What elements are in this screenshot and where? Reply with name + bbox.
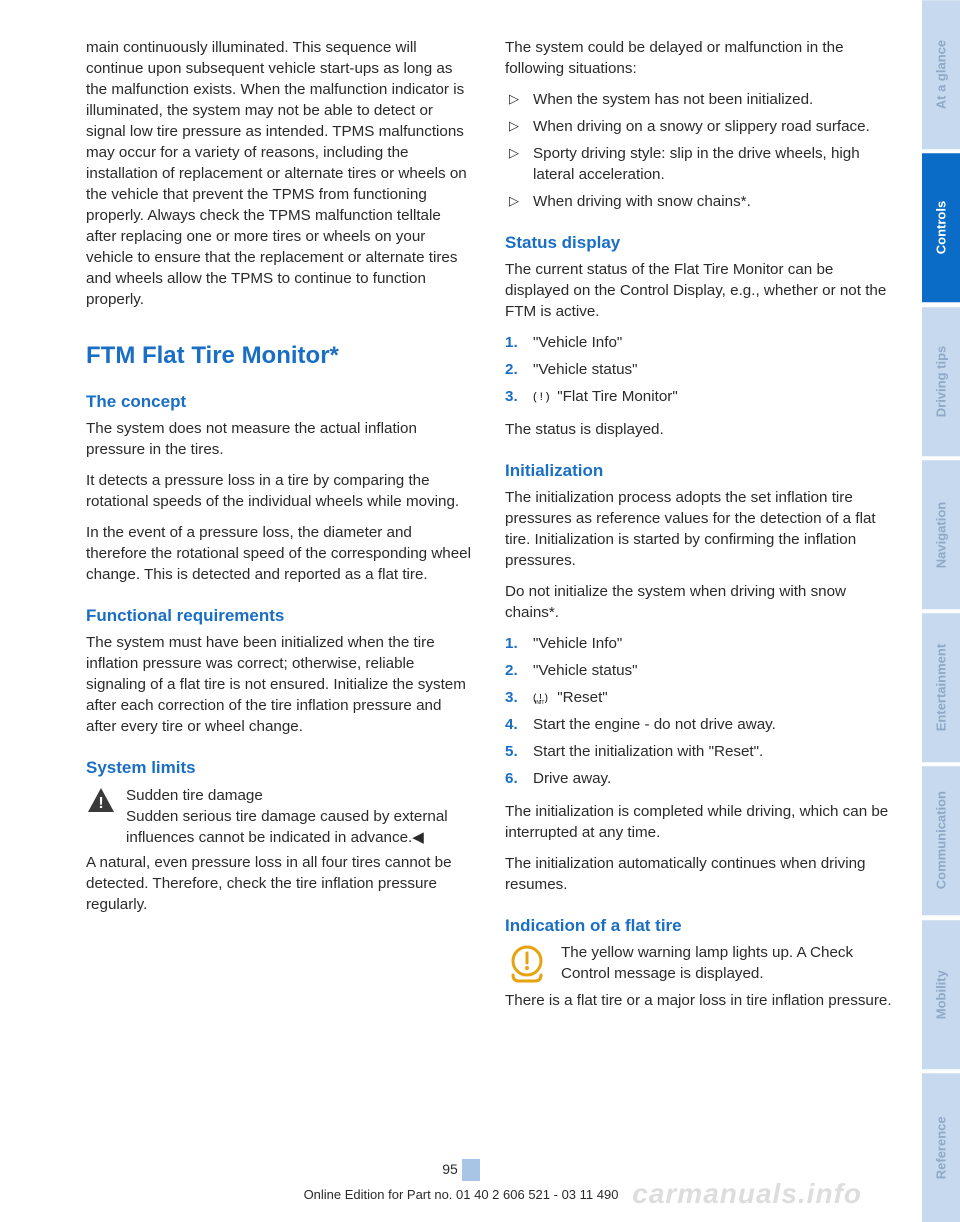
subheading-concept: The concept xyxy=(86,390,473,413)
subheading-status: Status display xyxy=(505,231,892,254)
list-item: When driving on a snowy or slippery road… xyxy=(505,117,892,138)
warning-triangle-icon: ! xyxy=(86,786,116,814)
func-req-p: The system must have been initialized wh… xyxy=(86,633,473,738)
init-after1: The initialization is completed while dr… xyxy=(505,802,892,844)
page-number-bar xyxy=(462,1159,480,1181)
tab-navigation[interactable]: Navigation xyxy=(922,460,960,609)
init-steps: 1."Vehicle Info" 2."Vehicle status" 3. (… xyxy=(505,634,892,790)
list-item: 1."Vehicle Info" xyxy=(505,634,892,655)
intro-paragraph: main continuously illuminated. This sequ… xyxy=(86,38,473,311)
page-content: main continuously illuminated. This sequ… xyxy=(0,0,922,1222)
tab-at-a-glance[interactable]: At a glance xyxy=(922,0,960,149)
concept-p1: The system does not measure the actual i… xyxy=(86,419,473,461)
limits-p2: A natural, even pressure loss in all fou… xyxy=(86,853,473,916)
page-footer: 95 Online Edition for Part no. 01 40 2 6… xyxy=(0,1159,922,1202)
subheading-init: Initialization xyxy=(505,459,892,482)
subheading-limits: System limits xyxy=(86,756,473,779)
situations-list: When the system has not been initialized… xyxy=(505,90,892,213)
flat-tire-warning-icon xyxy=(505,943,549,983)
indication-p2: There is a flat tire or a major loss in … xyxy=(505,991,892,1012)
init-p1: The initialization process adopts the se… xyxy=(505,488,892,572)
indication-text: The yellow warning lamp lights up. A Che… xyxy=(561,943,892,985)
svg-text:( ! ): ( ! ) xyxy=(533,391,549,403)
subheading-func-req: Functional requirements xyxy=(86,604,473,627)
tab-mobility[interactable]: Mobility xyxy=(922,920,960,1069)
tab-controls[interactable]: Controls xyxy=(922,153,960,302)
list-item: 3. ( ! )INIT "Reset" xyxy=(505,688,892,709)
tab-reference[interactable]: Reference xyxy=(922,1073,960,1222)
warn-body: Sudden serious tire damage caused by ext… xyxy=(126,808,448,846)
list-item: 2."Vehicle status" xyxy=(505,661,892,682)
tire-status-icon: ( ! ) xyxy=(533,389,549,403)
two-column-layout: main continuously illuminated. This sequ… xyxy=(86,38,892,1022)
list-item: 1."Vehicle Info" xyxy=(505,333,892,354)
status-after: The status is displayed. xyxy=(505,420,892,441)
list-item: Sporty driving style: slip in the drive … xyxy=(505,144,892,186)
status-steps: 1."Vehicle Info" 2."Vehicle status" 3. (… xyxy=(505,333,892,408)
subheading-indication: Indication of a flat tire xyxy=(505,914,892,937)
concept-p3: In the event of a pressure loss, the dia… xyxy=(86,523,473,586)
tab-driving-tips[interactable]: Driving tips xyxy=(922,307,960,456)
list-item: 5.Start the initialization with "Reset". xyxy=(505,742,892,763)
svg-text:!: ! xyxy=(98,795,103,812)
page-number: 95 xyxy=(442,1161,458,1177)
right-column: The system could be delayed or malfuncti… xyxy=(505,38,892,1022)
list-item: 2."Vehicle status" xyxy=(505,360,892,381)
list-item: When driving with snow chains*. xyxy=(505,192,892,213)
indication-row: The yellow warning lamp lights up. A Che… xyxy=(505,943,892,985)
status-p: The current status of the Flat Tire Moni… xyxy=(505,260,892,323)
tab-communication[interactable]: Communication xyxy=(922,766,960,915)
concept-p2: It detects a pressure loss in a tire by … xyxy=(86,471,473,513)
section-heading-ftm: FTM Flat Tire Monitor* xyxy=(86,339,473,372)
svg-text:INIT: INIT xyxy=(535,700,544,704)
left-column: main continuously illuminated. This sequ… xyxy=(86,38,473,1022)
init-p2: Do not initialize the system when drivin… xyxy=(505,582,892,624)
warning-block: ! Sudden tire damage Sudden serious tire… xyxy=(86,786,473,849)
list-item: When the system has not been initialized… xyxy=(505,90,892,111)
list-item: 6.Drive away. xyxy=(505,769,892,790)
tire-init-icon: ( ! )INIT xyxy=(533,690,549,704)
right-intro: The system could be delayed or malfuncti… xyxy=(505,38,892,80)
list-item: 4.Start the engine - do not drive away. xyxy=(505,715,892,736)
warn-title: Sudden tire damage xyxy=(126,787,263,804)
footer-line: Online Edition for Part no. 01 40 2 606 … xyxy=(0,1187,922,1202)
side-tabs: At a glance Controls Driving tips Naviga… xyxy=(922,0,960,1222)
list-item: 3. ( ! ) "Flat Tire Monitor" xyxy=(505,387,892,408)
tab-entertainment[interactable]: Entertainment xyxy=(922,613,960,762)
init-after2: The initialization automatically continu… xyxy=(505,854,892,896)
warning-text: Sudden tire damage Sudden serious tire d… xyxy=(126,786,473,849)
